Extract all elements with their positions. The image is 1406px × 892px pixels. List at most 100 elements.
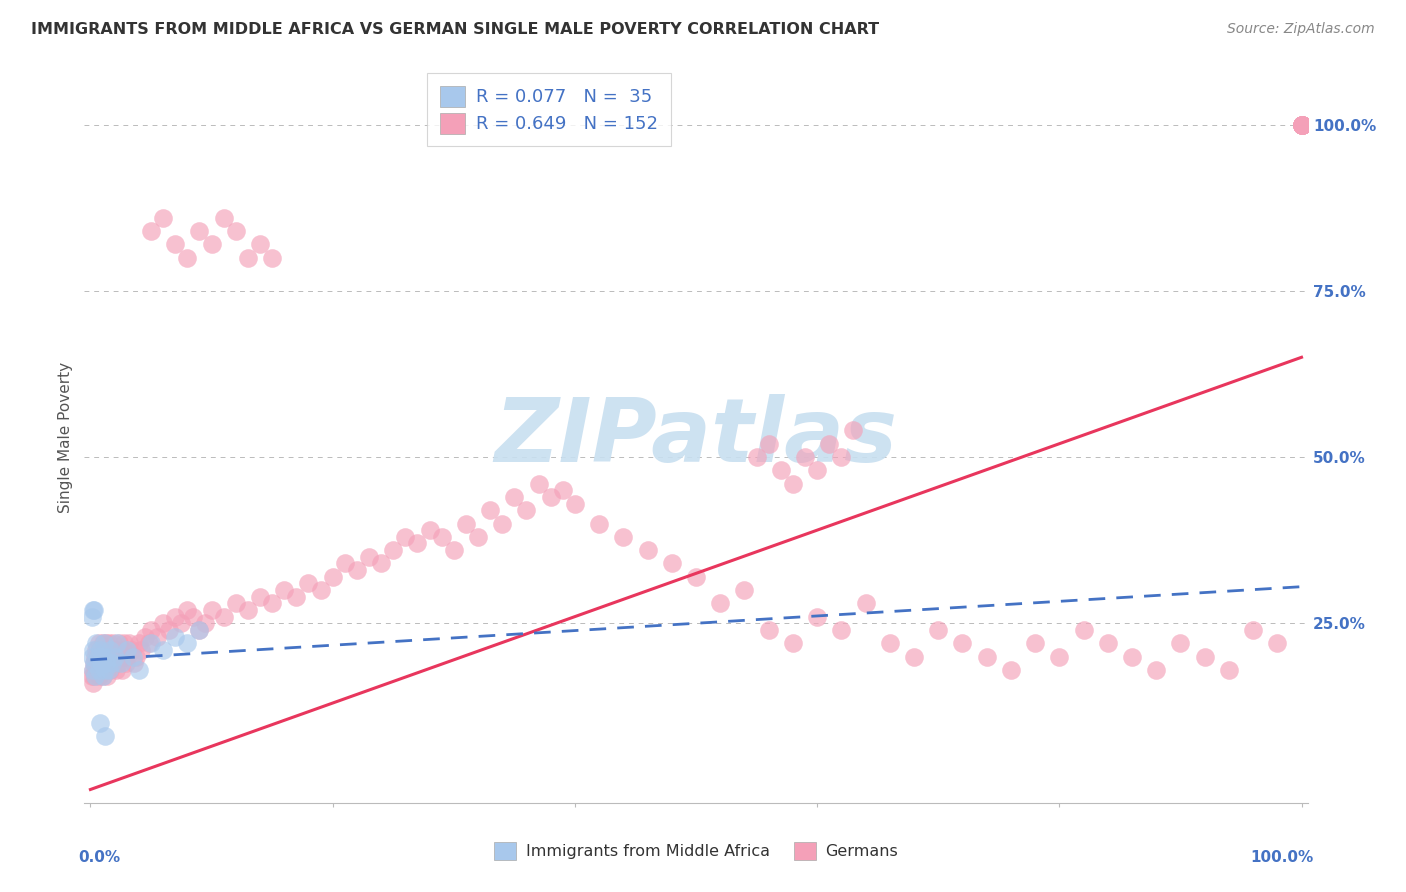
Point [1291,118,1313,132]
Point [188,623,211,637]
Point [170,616,193,631]
Point [830,623,852,637]
Point [1291,118,1313,132]
Point [108,636,131,650]
Point [758,623,780,637]
Text: 100.0%: 100.0% [1250,850,1313,865]
Point [121,643,143,657]
Point [112,636,135,650]
Point [503,490,526,504]
Point [96,636,118,650]
Point [1291,118,1313,132]
Point [454,516,477,531]
Point [93,636,115,650]
Point [84,669,107,683]
Point [84,649,107,664]
Point [157,623,180,637]
Point [418,523,440,537]
Point [115,649,138,664]
Point [94,663,117,677]
Point [491,516,513,531]
Point [225,224,247,238]
Point [1194,649,1216,664]
Point [855,596,877,610]
Point [105,636,128,650]
Point [1024,636,1046,650]
Point [1291,118,1313,132]
Point [83,669,105,683]
Point [82,663,104,677]
Point [139,636,162,650]
Point [96,656,118,670]
Text: IMMIGRANTS FROM MIDDLE AFRICA VS GERMAN SINGLE MALE POVERTY CORRELATION CHART: IMMIGRANTS FROM MIDDLE AFRICA VS GERMAN … [31,22,879,37]
Point [297,576,319,591]
Point [249,237,271,252]
Point [1241,623,1264,637]
Point [1121,649,1143,664]
Point [194,616,217,631]
Point [89,643,111,657]
Point [98,663,121,677]
Point [309,582,332,597]
Point [104,649,127,664]
Point [188,623,211,637]
Point [114,656,136,670]
Point [1218,663,1240,677]
Point [212,609,235,624]
Point [94,663,117,677]
Point [1291,118,1313,132]
Point [97,636,120,650]
Point [152,616,174,631]
Point [225,596,247,610]
Point [104,649,127,664]
Point [394,530,416,544]
Point [612,530,634,544]
Point [139,623,162,637]
Point [91,669,114,683]
Point [1170,636,1192,650]
Point [382,543,405,558]
Point [128,663,150,677]
Point [80,609,103,624]
Point [82,663,104,677]
Point [122,656,145,670]
Point [661,557,683,571]
Point [82,676,104,690]
Y-axis label: Single Male Poverty: Single Male Poverty [58,361,73,513]
Point [273,582,295,597]
Point [1097,636,1119,650]
Point [86,656,108,670]
Legend: Immigrants from Middle Africa, Germans: Immigrants from Middle Africa, Germans [485,833,907,868]
Point [93,656,115,670]
Point [83,656,105,670]
Point [1291,118,1313,132]
Point [107,656,129,670]
Point [125,649,148,664]
Point [87,669,110,683]
Point [94,729,117,743]
Point [86,649,108,664]
Point [1291,118,1313,132]
Point [165,609,187,624]
Point [101,656,124,670]
Point [782,476,804,491]
Point [128,636,150,650]
Point [97,649,120,664]
Point [96,669,118,683]
Point [745,450,768,464]
Point [183,609,205,624]
Point [91,669,114,683]
Point [165,237,187,252]
Point [806,463,828,477]
Point [90,656,112,670]
Point [90,649,112,664]
Point [176,251,198,265]
Point [87,636,110,650]
Point [138,636,160,650]
Point [406,536,429,550]
Point [467,530,489,544]
Point [588,516,610,531]
Point [333,557,356,571]
Point [111,663,134,677]
Point [98,643,121,657]
